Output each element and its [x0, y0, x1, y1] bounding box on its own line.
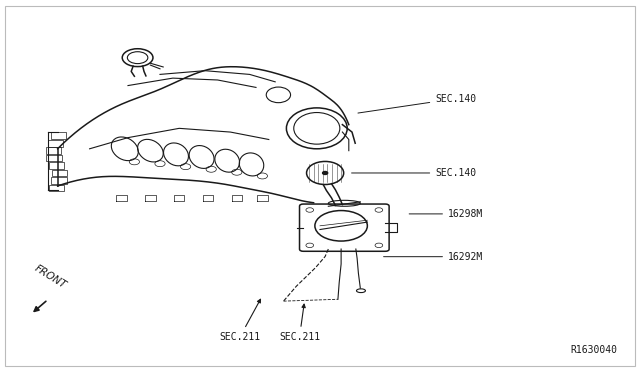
Bar — [49, 162, 65, 169]
Text: 16292M: 16292M — [383, 252, 483, 262]
Bar — [46, 155, 61, 161]
Bar — [51, 177, 67, 184]
Text: FRONT: FRONT — [32, 263, 68, 291]
Bar — [48, 140, 63, 147]
Bar — [49, 185, 64, 191]
Text: SEC.211: SEC.211 — [279, 304, 320, 342]
Bar — [45, 147, 61, 154]
Bar — [51, 132, 66, 139]
Text: SEC.211: SEC.211 — [220, 299, 260, 342]
Text: R1630040: R1630040 — [571, 345, 618, 355]
Text: 16298M: 16298M — [409, 209, 483, 219]
Bar — [52, 170, 67, 176]
Circle shape — [323, 171, 328, 174]
Text: SEC.140: SEC.140 — [351, 168, 476, 178]
Text: SEC.140: SEC.140 — [358, 94, 476, 113]
